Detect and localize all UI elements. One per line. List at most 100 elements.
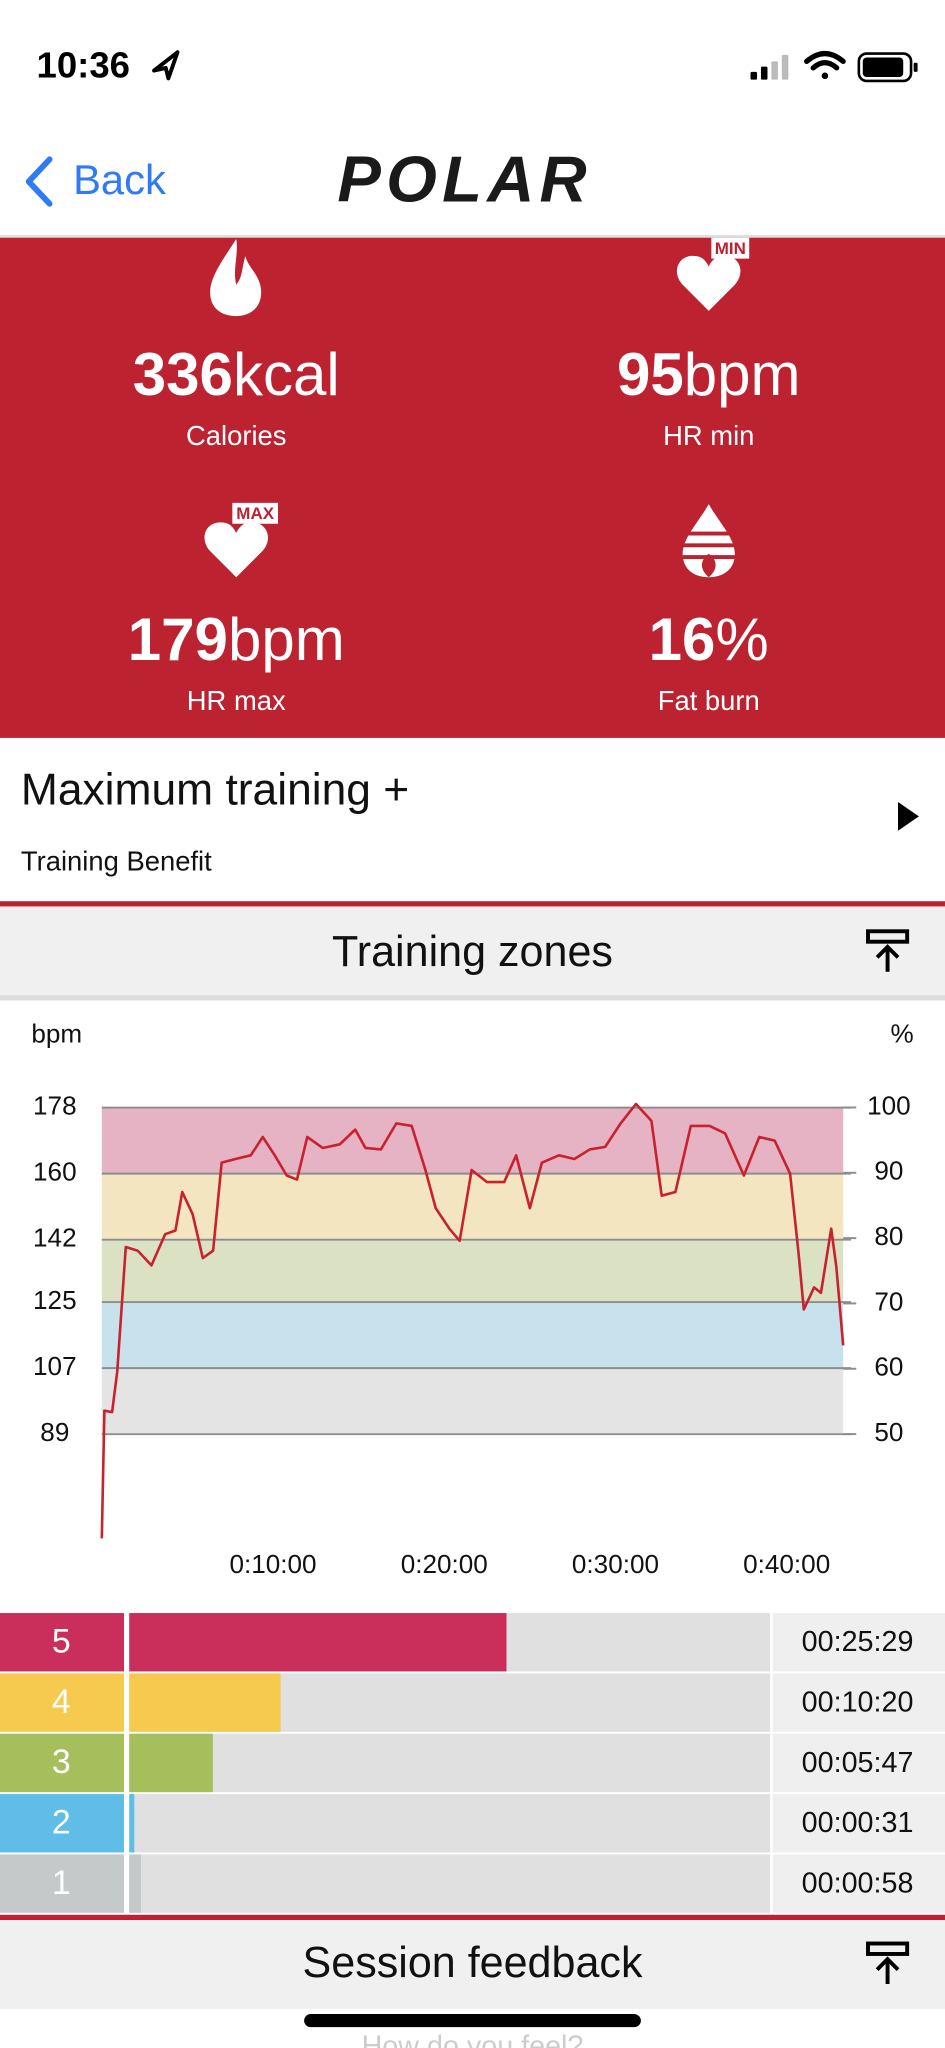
stat-unit: bpm (228, 606, 345, 673)
stat-value: 95bpm (617, 341, 801, 408)
zone-time-bg (772, 1673, 945, 1732)
zone-bar (129, 1613, 507, 1672)
feedback-prompt: How do you feel? (362, 2031, 584, 2048)
stat-label: Calories (186, 420, 286, 451)
logo: POLAR (337, 142, 591, 215)
stat-number: 95 (617, 341, 684, 408)
zone-time: 00:25:29 (802, 1626, 914, 1658)
stats-panel (0, 237, 945, 738)
zone-label-bg (0, 1733, 124, 1793)
y-tick-label: 178 (33, 1091, 77, 1121)
back-button[interactable]: Back (25, 156, 166, 207)
section-title: Session feedback (303, 1939, 643, 1987)
x-tick-label: 0:40:00 (743, 1549, 830, 1579)
zone-time-bg (772, 1613, 945, 1672)
badge-min-bg (711, 237, 750, 259)
fat-burn-icon (682, 504, 735, 578)
zone-time: 00:00:31 (802, 1807, 914, 1839)
zone-band (101, 1107, 844, 1174)
zone-label-bg (0, 1673, 124, 1732)
zone-label-bg (0, 1613, 124, 1672)
stat-number: 16 (649, 606, 716, 673)
zone-label-bg (0, 1854, 124, 1913)
zone-number: 5 (52, 1623, 71, 1661)
y2-tick-label: 70 (874, 1286, 903, 1316)
x-tick-label: 0:30:00 (572, 1549, 659, 1579)
badge-min: MIN (715, 239, 746, 258)
wifi-icon (804, 50, 846, 80)
divider-red (0, 1914, 945, 1920)
zone-time-bg (772, 1854, 945, 1913)
back-chevron (25, 156, 53, 207)
y-tick-label: 160 (33, 1157, 77, 1187)
x-tick-label: 0:10:00 (229, 1549, 316, 1579)
zone-number: 2 (52, 1804, 71, 1842)
stat-label: Fat burn (658, 685, 760, 716)
zone-bar (129, 1794, 135, 1853)
heart-min-icon (676, 255, 741, 311)
stat-value: 16% (649, 606, 769, 673)
location-icon (152, 50, 180, 81)
zone-band (101, 1302, 844, 1369)
y-tick-label: 142 (33, 1223, 77, 1253)
section-title: Training zones (332, 928, 613, 976)
zone-bar (129, 1733, 213, 1793)
y2-tick-label: 50 (874, 1417, 903, 1447)
header-shadow (0, 995, 945, 1001)
zone-label-bg (0, 1794, 124, 1853)
stat-label: HR max (187, 685, 286, 716)
zone-number: 1 (52, 1864, 71, 1902)
x-tick-label: 0:20:00 (401, 1549, 488, 1579)
training-benefit-row[interactable]: Maximum training + Training Benefit (0, 737, 945, 902)
zone-bar (129, 1854, 142, 1913)
stat-value: 179bpm (128, 606, 345, 673)
stat-unit: % (715, 606, 768, 673)
zone-bars: 5 00:25:29 4 00:10:20 3 00:05:47 2 00:00:31 1 00:… (0, 1613, 945, 1913)
zone-band (101, 1173, 844, 1240)
section-header (0, 1920, 945, 2009)
y2-tick-label: 80 (874, 1221, 903, 1251)
back-label: Back (73, 156, 166, 203)
zone-track (129, 1794, 771, 1853)
divider-red (0, 901, 945, 907)
benefit-bg (0, 737, 945, 902)
zone-time: 00:00:58 (802, 1868, 914, 1900)
battery-icon (857, 52, 918, 83)
zone-number: 4 (52, 1683, 71, 1721)
stat-number: 179 (128, 606, 228, 673)
nav-divider (0, 235, 945, 238)
collapse-icon[interactable] (866, 929, 910, 972)
hr-line (100, 1102, 845, 1539)
collapse-icon[interactable] (866, 1941, 910, 1984)
section-header (0, 906, 945, 996)
badge-max: MAX (236, 504, 274, 523)
y-tick-label: 125 (33, 1285, 77, 1315)
zone-time-bg (772, 1794, 945, 1853)
flame-icon (210, 239, 262, 317)
zone-band (101, 1239, 844, 1303)
home-indicator (304, 2014, 641, 2028)
zone-time: 00:10:20 (802, 1686, 914, 1718)
stat-number: 336 (133, 341, 233, 408)
zone-track (129, 1854, 771, 1913)
zone-time: 00:05:47 (802, 1747, 914, 1779)
benefit-subtitle: Training Benefit (21, 846, 212, 877)
y-tick-label: 107 (33, 1351, 77, 1381)
badge-max-bg (232, 502, 279, 524)
benefit-title: Maximum training + (21, 766, 409, 815)
status-time: 10:36 (37, 45, 130, 86)
stat-value: 336kcal (133, 341, 340, 408)
heart-max-icon (204, 522, 269, 578)
stat-unit: kcal (233, 341, 340, 408)
y-axis-label: bpm (31, 1019, 82, 1049)
y-tick-label: 89 (40, 1417, 69, 1447)
benefit-arrow (898, 801, 919, 831)
zone-number: 3 (52, 1743, 71, 1781)
zone-band (101, 1368, 844, 1435)
hr-chart: bpm % 178 160 142 125 107 89 100 90 80 70 60 50 0:10… (31, 1019, 913, 1579)
stat-unit: bpm (684, 341, 801, 408)
zone-bar (129, 1673, 281, 1732)
